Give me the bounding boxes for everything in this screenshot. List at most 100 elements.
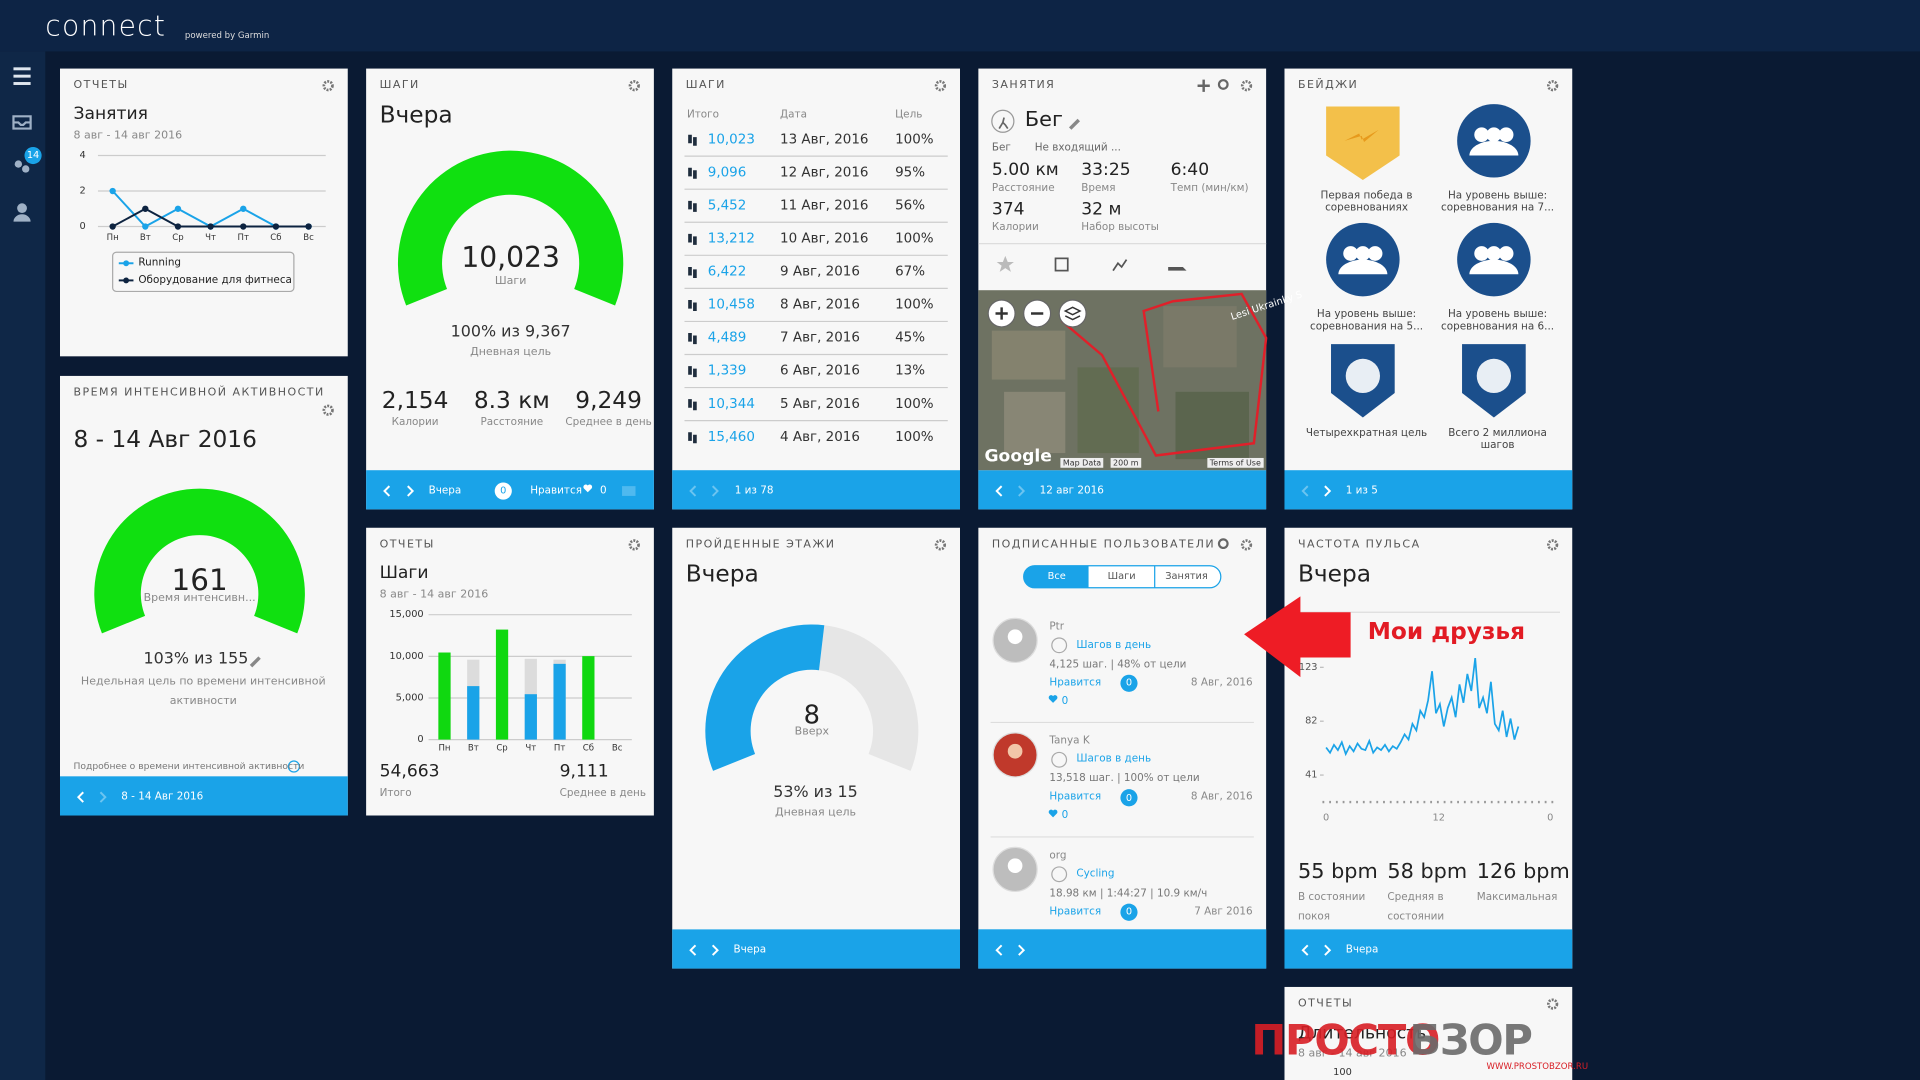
date-cell: 10 Авг, 2016	[780, 230, 869, 247]
watermark-url: WWW.PROSTOBZOR.RU	[1486, 1061, 1589, 1071]
steps-link[interactable]: 15,460	[707, 428, 755, 445]
help-icon[interactable]	[287, 760, 301, 773]
chevron-button[interactable]	[383, 485, 391, 497]
like-button[interactable]: Нравится	[530, 484, 582, 497]
settings-icon[interactable]	[1240, 539, 1253, 551]
badge-icon	[1355, 246, 1371, 261]
profile-icon[interactable]	[17, 203, 27, 214]
chevron-button[interactable]	[1018, 485, 1026, 497]
filter-dropdown[interactable]: Не входящий ...	[1034, 141, 1121, 154]
chevron-button[interactable]	[689, 485, 697, 497]
add-icon[interactable]	[1197, 79, 1210, 92]
chevron-button[interactable]	[1301, 944, 1309, 956]
chevron-button[interactable]	[99, 791, 107, 803]
user-name[interactable]: Tanya K	[1049, 734, 1090, 748]
stat-label: Расстояние	[991, 182, 1055, 195]
chevron-button[interactable]	[689, 944, 697, 956]
steps-link[interactable]: 13,212	[707, 230, 755, 247]
chevron-button[interactable]	[1324, 944, 1332, 956]
steps-link[interactable]: 1,339	[707, 362, 747, 379]
settings-icon[interactable]	[628, 80, 640, 92]
steps-link[interactable]: 6,422	[707, 263, 747, 280]
steps-link[interactable]: 10,023	[707, 131, 755, 148]
share-icon[interactable]	[622, 486, 636, 496]
steps-link[interactable]: 10,458	[707, 296, 755, 313]
chevron-button[interactable]	[711, 944, 719, 956]
like-button[interactable]: Нравится	[1049, 905, 1102, 918]
chevron-button[interactable]	[76, 791, 84, 803]
menu-icon[interactable]	[13, 74, 31, 78]
heart-icon[interactable]	[583, 484, 593, 493]
settings-icon[interactable]	[934, 80, 947, 92]
menu-icon[interactable]	[13, 67, 31, 71]
settings-icon[interactable]	[628, 539, 640, 551]
footer-date: Вчера	[733, 943, 767, 956]
map-area	[1004, 391, 1066, 454]
widget-heading: БЕЙДЖИ	[1297, 80, 1359, 93]
inbox-icon[interactable]	[12, 115, 32, 130]
steps-icon	[688, 266, 697, 278]
steps-link[interactable]: 5,452	[707, 197, 747, 214]
widget-title: Шаги	[379, 563, 429, 584]
bar	[582, 656, 595, 740]
chevron-button[interactable]	[407, 485, 415, 497]
map-data-link: Map Data	[1060, 457, 1104, 468]
shoe-icon[interactable]	[1168, 266, 1187, 271]
connections-icon[interactable]	[14, 160, 23, 168]
info-link[interactable]: Подробнее о времени интенсивной активнос…	[73, 760, 305, 772]
settings-icon[interactable]	[322, 80, 334, 92]
steps-link[interactable]: 4,489	[707, 329, 747, 346]
activity-link[interactable]: Шагов в день	[1076, 638, 1152, 652]
avatar-inner	[1007, 743, 1023, 759]
like-button[interactable]: Нравится	[1049, 676, 1102, 690]
filter-dropdown[interactable]: Бег	[991, 141, 1011, 154]
steps-link[interactable]: 9,096	[707, 164, 747, 181]
search-icon[interactable]	[1217, 538, 1229, 550]
chevron-button[interactable]	[1018, 944, 1026, 956]
chevron-button[interactable]	[1324, 485, 1332, 497]
steps-link[interactable]: 10,344	[707, 395, 755, 412]
settings-icon[interactable]	[1547, 80, 1559, 92]
y-tick-label: 0	[417, 733, 424, 745]
activity-link[interactable]: Шагов в день	[1076, 753, 1152, 766]
chevron-button[interactable]	[995, 944, 1003, 956]
chevron-button[interactable]	[711, 485, 719, 497]
x-tick-label: 12	[1432, 811, 1446, 823]
map-button[interactable]	[1058, 299, 1087, 328]
settings-icon[interactable]	[1547, 998, 1559, 1010]
settings-icon[interactable]	[934, 539, 947, 551]
like-button[interactable]: Нравится	[1049, 791, 1102, 804]
tab[interactable]: Шаги	[1107, 570, 1136, 582]
chevron-button[interactable]	[995, 485, 1003, 497]
footer-date: Вчера	[1345, 943, 1379, 956]
x-tick-label: Сб	[582, 742, 595, 753]
star-icon[interactable]	[996, 255, 1014, 272]
profile-icon[interactable]	[13, 214, 31, 222]
edit-icon[interactable]	[1068, 118, 1080, 130]
settings-icon[interactable]	[322, 404, 334, 416]
heart-icon[interactable]	[1048, 809, 1058, 818]
bar	[524, 694, 537, 740]
stat-label: Среднее в день	[565, 415, 652, 429]
edit-icon[interactable]	[249, 656, 261, 668]
y-tick-label: 2	[79, 184, 86, 196]
settings-icon[interactable]	[1547, 539, 1559, 551]
activity-link[interactable]: Cycling	[1076, 867, 1115, 881]
edit-icon[interactable]	[1054, 257, 1069, 272]
chart-icon[interactable]	[1112, 259, 1128, 272]
menu-icon[interactable]	[13, 82, 31, 85]
heart-icon[interactable]	[1048, 695, 1058, 703]
tab[interactable]: Все	[1047, 570, 1066, 582]
chevron-button[interactable]	[1301, 485, 1309, 497]
badge-icon	[1486, 127, 1502, 143]
steps-icon	[688, 167, 697, 179]
widget-heading: ОТЧЕТЫ	[73, 80, 129, 93]
settings-icon[interactable]	[1240, 80, 1253, 92]
tab[interactable]: Занятия	[1165, 570, 1208, 582]
connections-icon[interactable]	[22, 165, 30, 173]
steps-icon	[688, 200, 697, 212]
user-name[interactable]: Ptr	[1049, 620, 1065, 633]
user-name[interactable]: org	[1049, 849, 1067, 862]
search-icon[interactable]	[1217, 79, 1229, 90]
stat-value: 126 bpm	[1476, 860, 1570, 885]
